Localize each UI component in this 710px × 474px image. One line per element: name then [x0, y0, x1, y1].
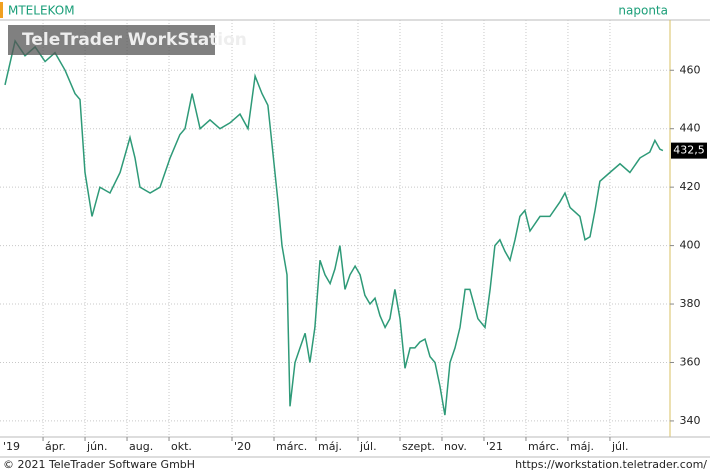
- x-tick-label: szept.: [402, 440, 435, 453]
- y-tick-label: 440: [680, 122, 701, 135]
- x-tick-label: '20: [234, 440, 251, 453]
- chart-title: MTELEKOM: [8, 4, 75, 18]
- y-tick-label: 420: [680, 180, 701, 193]
- x-tick-label: júl.: [359, 440, 377, 453]
- x-tick-label: júl.: [611, 440, 629, 453]
- x-tick-label: okt.: [171, 440, 192, 453]
- x-tick-label: jún.: [86, 440, 108, 453]
- y-tick-label: 340: [680, 414, 701, 427]
- x-tick-label: '21: [486, 440, 503, 453]
- last-value-label: 432,5: [673, 144, 705, 157]
- footer-copyright: © 2021 TeleTrader Software GmbH: [3, 458, 195, 471]
- footer-url: https://workstation.teletrader.com/: [515, 458, 707, 471]
- x-tick-label: máj.: [570, 440, 594, 453]
- symbol-marker: [0, 2, 3, 18]
- x-tick-label: márc.: [276, 440, 307, 453]
- y-tick-label: 400: [680, 239, 701, 252]
- x-tick-label: nov.: [444, 440, 467, 453]
- y-tick-label: 460: [680, 63, 701, 76]
- plot-area: [0, 20, 670, 437]
- x-tick-label: márc.: [528, 440, 559, 453]
- y-tick-label: 380: [680, 297, 701, 310]
- x-tick-label: máj.: [318, 440, 342, 453]
- last-value-box: [671, 142, 707, 159]
- x-tick-label: '19: [3, 440, 20, 453]
- period-label: naponta: [618, 4, 668, 18]
- watermark: TeleTrader WorkStation: [22, 30, 247, 50]
- price-line: [4, 39, 664, 416]
- x-tick-label: aug.: [129, 440, 153, 453]
- y-tick-label: 360: [680, 355, 701, 368]
- watermark-box: [8, 25, 215, 55]
- x-tick-label: ápr.: [45, 440, 66, 453]
